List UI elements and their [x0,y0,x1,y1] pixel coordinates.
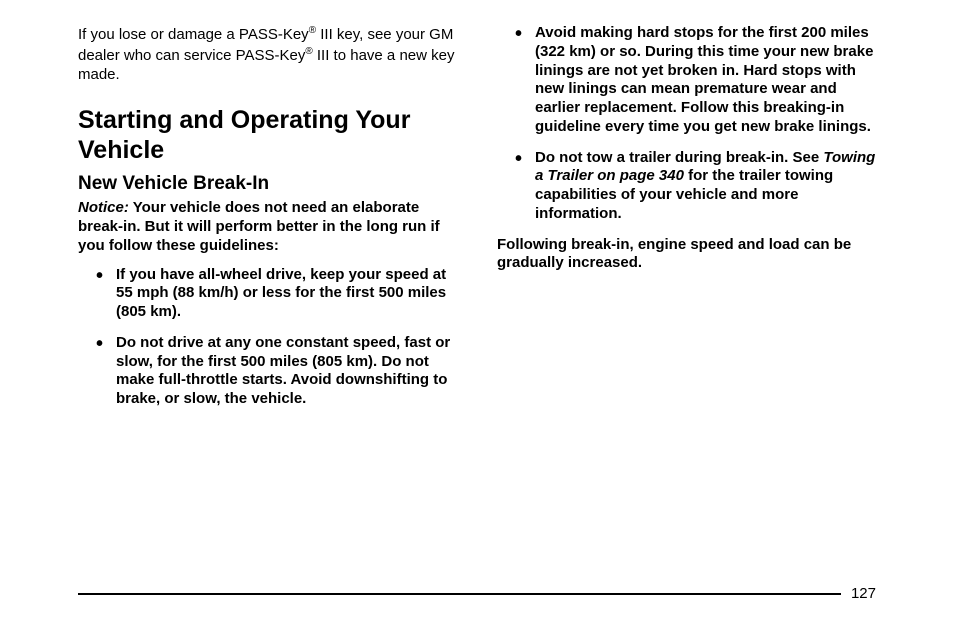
bullet-pre: Do not tow a trailer during break-in. Se… [535,149,823,166]
reg-mark-1: ® [309,25,316,36]
reg-mark-2: ® [305,46,312,57]
page-number: 127 [851,585,876,602]
list-item: Do not tow a trailer during break-in. Se… [521,149,876,224]
notice-label: Notice: [78,199,129,216]
intro-part1: If you lose or damage a PASS-Key [78,26,309,43]
list-item: If you have all-wheel drive, keep your s… [102,266,457,322]
heading-starting-operating: Starting and Operating Your Vehicle [78,105,457,165]
list-item: Do not drive at any one constant speed, … [102,334,457,409]
list-item: Avoid making hard stops for the first 20… [521,24,876,137]
notice-paragraph: Notice: Your vehicle does not need an el… [78,199,457,255]
right-column: Avoid making hard stops for the first 20… [497,24,876,421]
closing-paragraph: Following break-in, engine speed and loa… [497,236,876,274]
right-bullet-list: Avoid making hard stops for the first 20… [497,24,876,224]
left-bullet-list: If you have all-wheel drive, keep your s… [78,266,457,409]
notice-text: Your vehicle does not need an elaborate … [78,199,440,254]
footer: 127 [78,585,876,602]
intro-paragraph: If you lose or damage a PASS-Key® III ke… [78,24,457,85]
left-column: If you lose or damage a PASS-Key® III ke… [78,24,457,421]
footer-rule [78,593,841,595]
two-column-layout: If you lose or damage a PASS-Key® III ke… [78,24,876,421]
heading-break-in: New Vehicle Break-In [78,173,457,196]
